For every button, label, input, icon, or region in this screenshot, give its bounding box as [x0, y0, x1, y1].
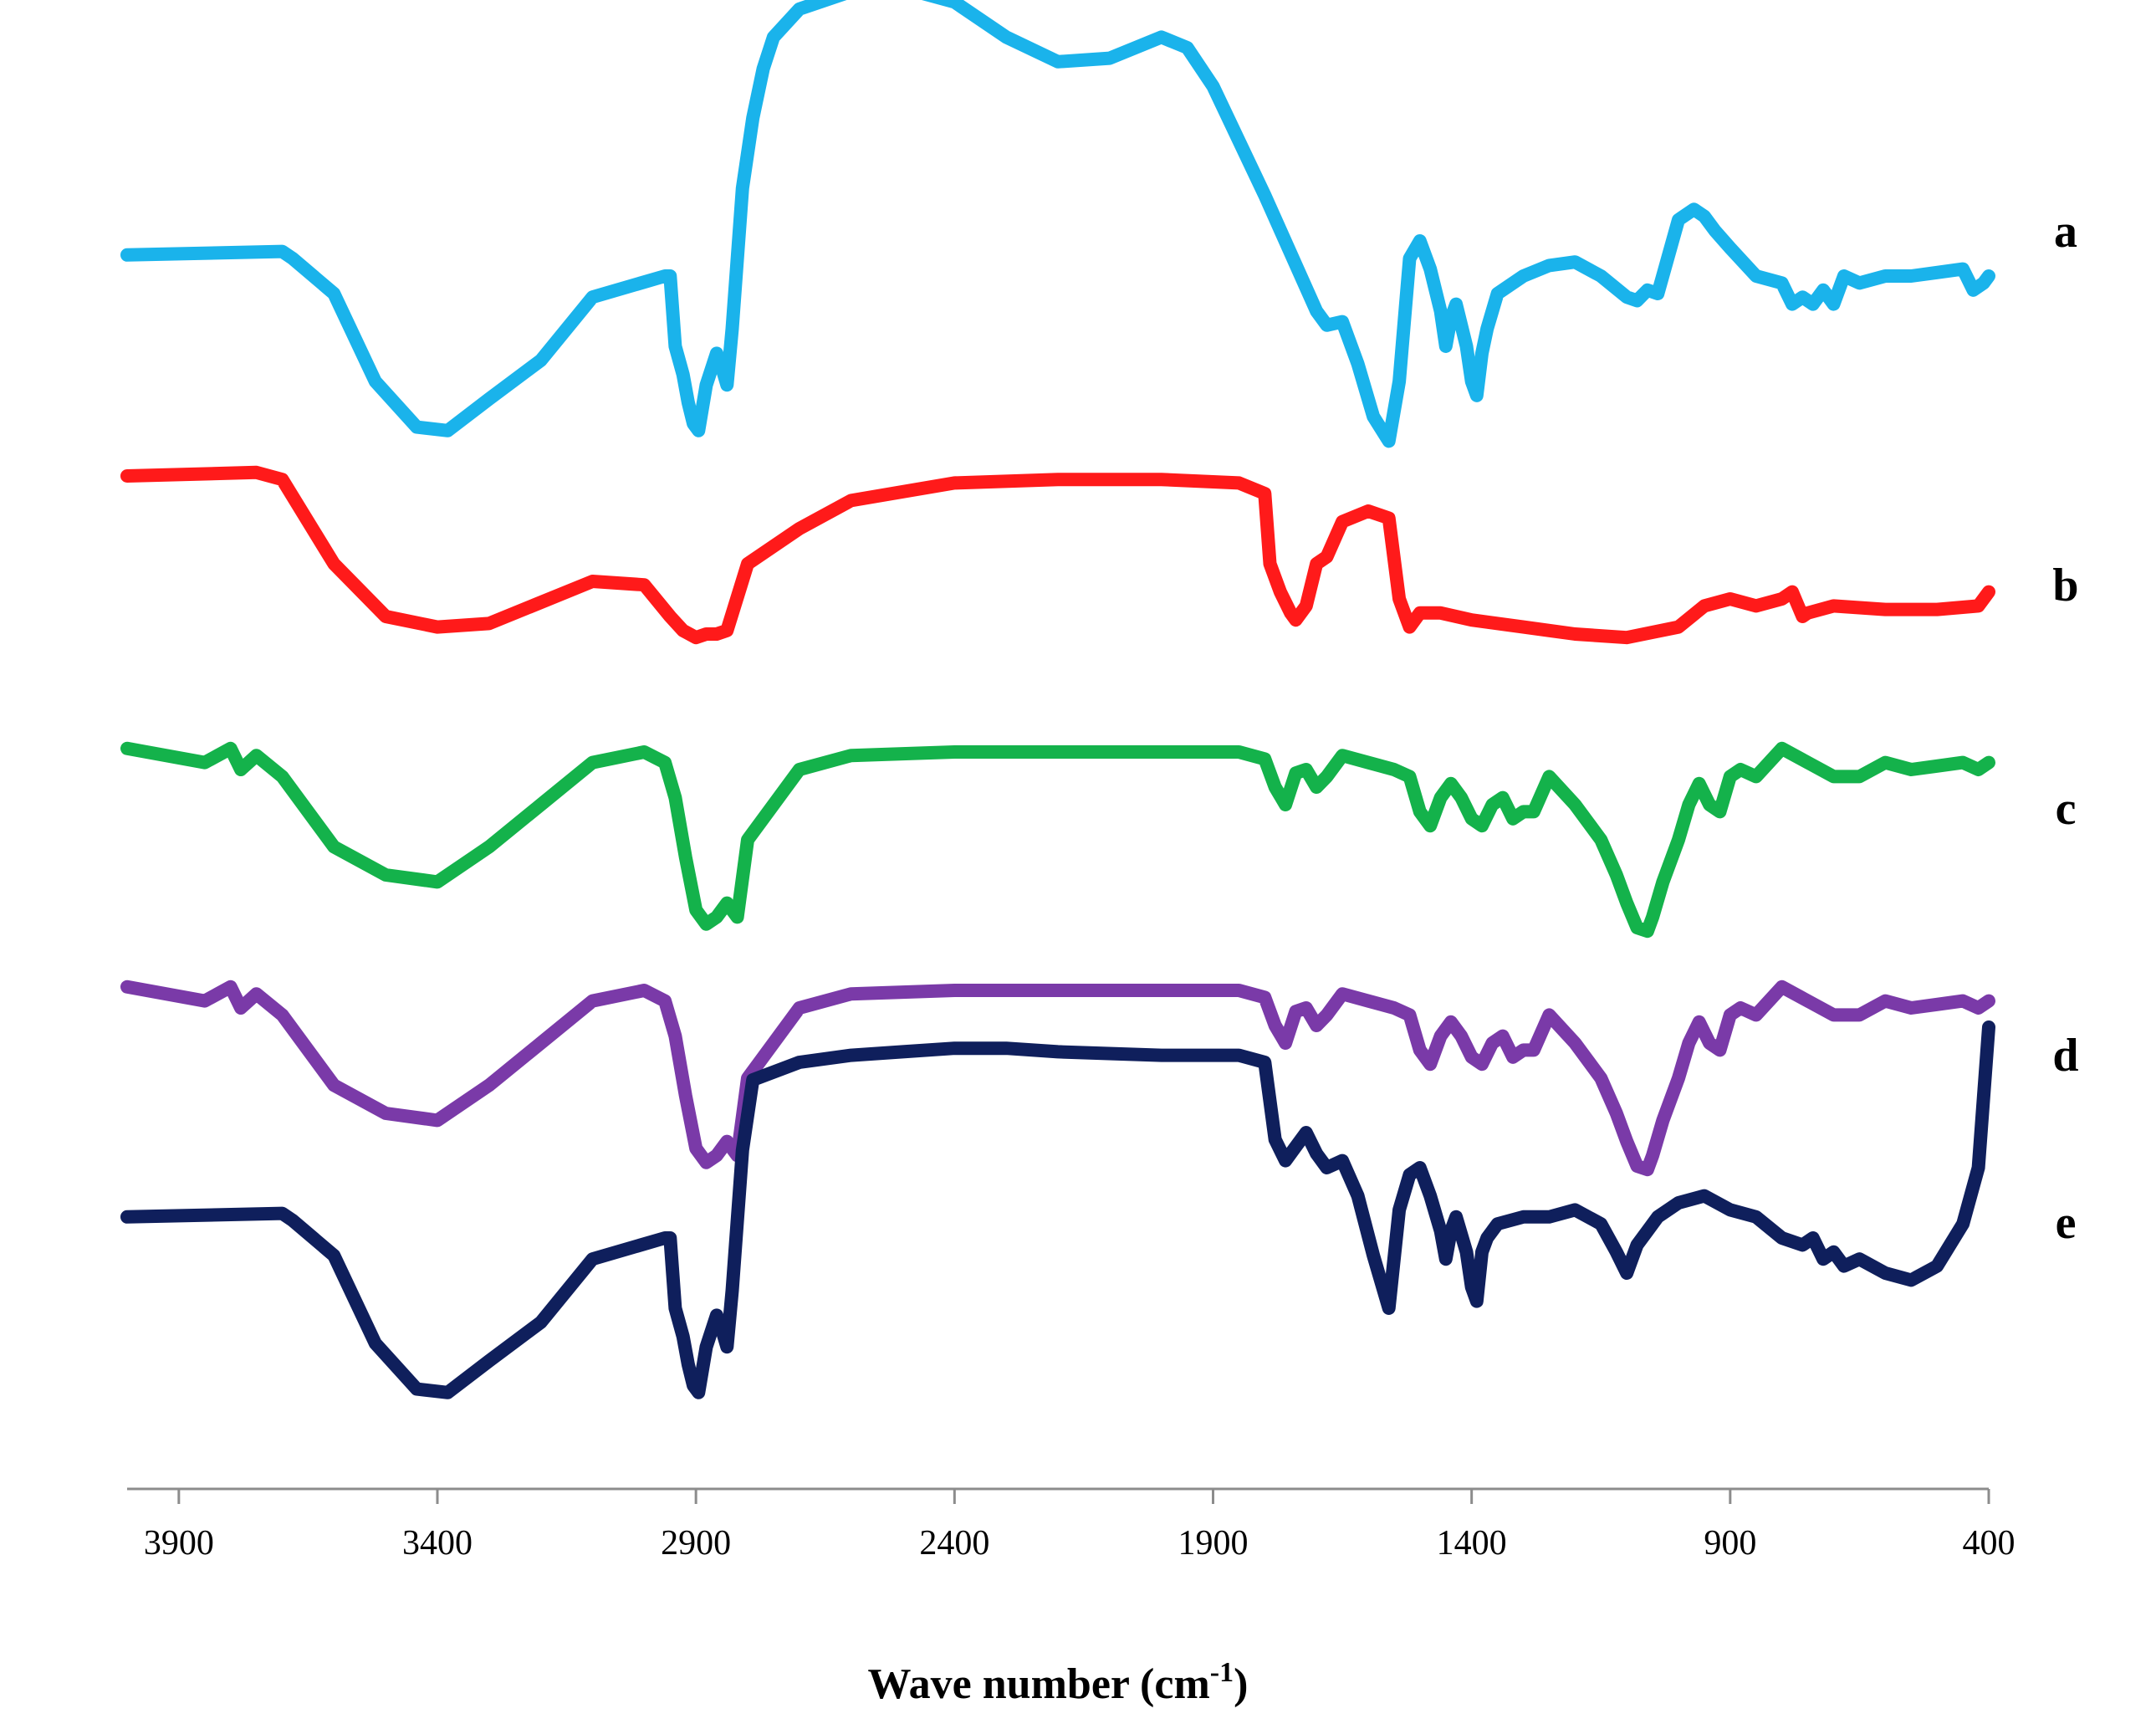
- x-tick-label: 1900: [1178, 1524, 1249, 1563]
- series-label-a: a: [2054, 206, 2077, 258]
- x-tick-label: 3400: [402, 1524, 473, 1563]
- trace-d: [120, 980, 1995, 1177]
- x-tick-label: 1400: [1437, 1524, 1507, 1563]
- trace-e: [120, 1020, 1995, 1399]
- x-axis-ticks: 3900 3400 2900 2400 1900 1400 900 400: [144, 1489, 2016, 1563]
- series-label-e: e: [2056, 1197, 2077, 1249]
- x-tick-label: 400: [1963, 1524, 2016, 1563]
- x-tick-label: 2900: [661, 1524, 731, 1563]
- series-labels: a b c d e: [2052, 206, 2078, 1249]
- spectra-traces: [120, 0, 1995, 1399]
- series-label-b: b: [2052, 560, 2078, 611]
- series-label-c: c: [2056, 783, 2077, 835]
- trace-c: [120, 741, 1995, 939]
- x-tick-label: 2400: [919, 1524, 989, 1563]
- trace-a: [120, 0, 1995, 448]
- x-tick-label: 900: [1704, 1524, 1756, 1563]
- x-axis-title: Wave number (cm-1): [868, 1657, 1249, 1708]
- series-label-d: d: [2052, 1030, 2078, 1082]
- trace-b: [120, 465, 1995, 645]
- x-tick-label: 3900: [144, 1524, 214, 1563]
